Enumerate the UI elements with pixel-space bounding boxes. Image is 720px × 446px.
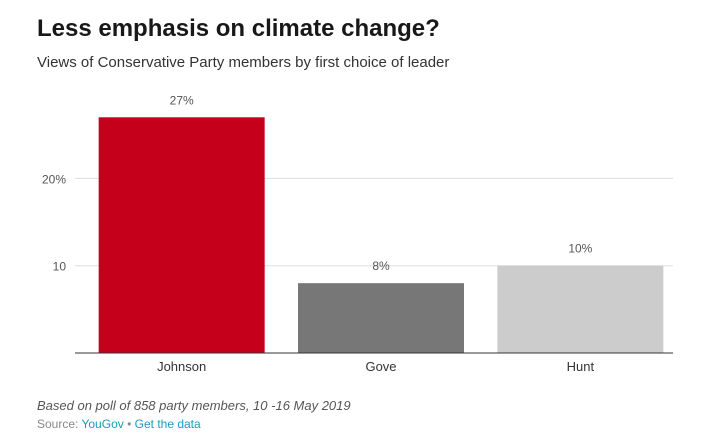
chart-subtitle: Views of Conservative Party members by f… <box>37 54 450 71</box>
footnote: Based on poll of 858 party members, 10 -… <box>37 398 351 413</box>
source-link-yougov[interactable]: YouGov <box>81 417 124 431</box>
y-tick-label: 20% <box>42 172 66 186</box>
bar-gove <box>298 283 464 353</box>
chart-title: Less emphasis on climate change? <box>37 15 440 42</box>
bar-johnson <box>98 117 265 353</box>
source-separator: • <box>127 417 132 431</box>
x-tick-label-johnson: Johnson <box>157 359 206 374</box>
bars <box>98 117 664 353</box>
x-tick-label-hunt: Hunt <box>567 359 595 374</box>
y-tick-label: 10 <box>53 260 67 274</box>
get-data-link[interactable]: Get the data <box>134 417 201 431</box>
bar-hunt <box>497 265 664 353</box>
x-tick-label-gove: Gove <box>365 359 396 374</box>
data-label-hunt: 10% <box>568 242 592 256</box>
data-label-johnson: 27% <box>170 93 194 107</box>
source-line: Source: YouGov • Get the data <box>37 417 201 431</box>
source-prefix: Source: <box>37 417 79 431</box>
labels: 10 20% 27% Johnson 8% Gove 10% Hunt <box>42 93 594 374</box>
data-label-gove: 8% <box>372 259 390 273</box>
